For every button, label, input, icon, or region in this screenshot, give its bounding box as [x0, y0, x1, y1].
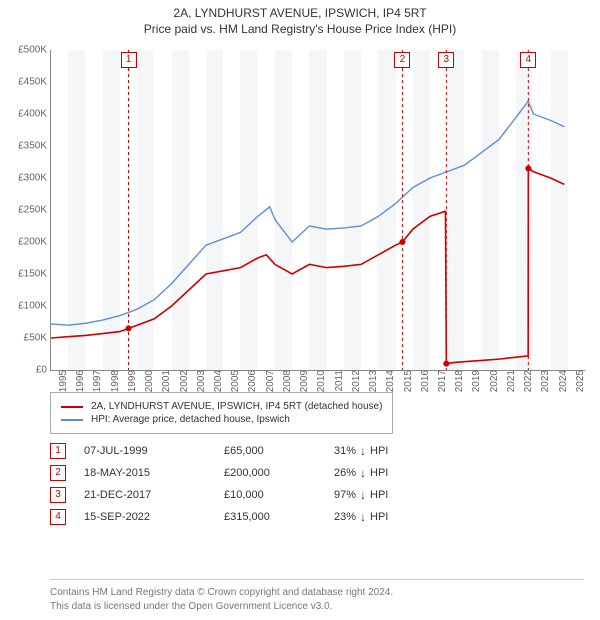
y-axis-label: £250K — [18, 205, 51, 216]
table-row: 4 15-SEP-2022 £315,000 23% ↓ HPI — [50, 506, 444, 528]
footer-line: This data is licensed under the Open Gov… — [50, 600, 584, 614]
x-axis-label: 2015 — [399, 370, 414, 392]
sales-table: 1 07-JUL-1999 £65,000 31% ↓ HPI 2 18-MAY… — [50, 440, 444, 528]
chart-footer: Contains HM Land Registry data © Crown c… — [50, 579, 584, 614]
sale-diff-suffix: HPI — [370, 511, 388, 523]
x-axis-label: 2014 — [381, 370, 396, 392]
sale-diff-pct: 23% — [334, 511, 356, 523]
x-axis-label: 1997 — [88, 370, 103, 392]
x-axis-label: 1996 — [71, 370, 86, 392]
x-axis-label: 2006 — [243, 370, 258, 392]
table-row: 3 21-DEC-2017 £10,000 97% ↓ HPI — [50, 484, 444, 506]
sale-price: £65,000 — [224, 445, 334, 457]
sale-price: £315,000 — [224, 511, 334, 523]
x-axis-label: 2011 — [330, 370, 345, 392]
x-axis-label: 2000 — [140, 370, 155, 392]
sale-diff: 31% ↓ HPI — [334, 444, 444, 458]
x-axis-label: 2025 — [571, 370, 586, 392]
y-axis-label: £50K — [24, 333, 51, 344]
sale-date: 18-MAY-2015 — [84, 467, 224, 479]
x-axis-label: 2013 — [364, 370, 379, 392]
x-axis-label: 2010 — [312, 370, 327, 392]
y-axis-label: £350K — [18, 141, 51, 152]
x-axis-label: 2005 — [226, 370, 241, 392]
legend-swatch — [61, 406, 83, 408]
sale-diff-pct: 97% — [334, 489, 356, 501]
sale-diff-suffix: HPI — [370, 489, 388, 501]
x-axis-label: 2009 — [295, 370, 310, 392]
chart-sale-marker: 2 — [394, 52, 410, 68]
y-axis-label: £100K — [18, 301, 51, 312]
sale-marker-num: 4 — [50, 509, 66, 525]
chart-title-address: 2A, LYNDHURST AVENUE, IPSWICH, IP4 5RT — [0, 6, 600, 20]
x-axis-label: 2001 — [157, 370, 172, 392]
x-axis-label: 2022 — [519, 370, 534, 392]
chart-sale-marker: 1 — [121, 52, 137, 68]
chart-svg — [51, 50, 585, 370]
legend-label: 2A, LYNDHURST AVENUE, IPSWICH, IP4 5RT (… — [91, 401, 382, 412]
sale-marker-num: 3 — [50, 487, 66, 503]
arrow-down-icon: ↓ — [360, 510, 366, 524]
arrow-down-icon: ↓ — [360, 444, 366, 458]
x-axis-label: 2007 — [261, 370, 276, 392]
sale-date: 07-JUL-1999 — [84, 445, 224, 457]
sale-date: 21-DEC-2017 — [84, 489, 224, 501]
sale-price: £10,000 — [224, 489, 334, 501]
x-axis-label: 2021 — [502, 370, 517, 392]
chart-plot-area: £0£50K£100K£150K£200K£250K£300K£350K£400… — [50, 50, 585, 371]
sale-diff-suffix: HPI — [370, 445, 388, 457]
x-axis-label: 2018 — [450, 370, 465, 392]
chart-sale-marker: 3 — [438, 52, 454, 68]
x-axis-label: 2024 — [554, 370, 569, 392]
sale-diff-suffix: HPI — [370, 467, 388, 479]
sale-diff: 26% ↓ HPI — [334, 466, 444, 480]
chart-legend: 2A, LYNDHURST AVENUE, IPSWICH, IP4 5RT (… — [50, 392, 393, 434]
legend-swatch — [61, 419, 83, 421]
arrow-down-icon: ↓ — [360, 466, 366, 480]
sale-diff-pct: 31% — [334, 445, 356, 457]
table-row: 1 07-JUL-1999 £65,000 31% ↓ HPI — [50, 440, 444, 462]
x-axis-label: 2023 — [536, 370, 551, 392]
x-axis-label: 1995 — [54, 370, 69, 392]
y-axis-label: £200K — [18, 237, 51, 248]
chart-title-sub: Price paid vs. HM Land Registry's House … — [0, 22, 600, 36]
x-axis-label: 2008 — [278, 370, 293, 392]
x-axis-label: 2019 — [467, 370, 482, 392]
footer-line: Contains HM Land Registry data © Crown c… — [50, 586, 584, 600]
sale-marker-num: 2 — [50, 465, 66, 481]
x-axis-label: 2017 — [433, 370, 448, 392]
x-axis-label: 2020 — [485, 370, 500, 392]
x-axis-label: 2016 — [416, 370, 431, 392]
y-axis-label: £150K — [18, 269, 51, 280]
sale-diff: 97% ↓ HPI — [334, 488, 444, 502]
y-axis-label: £500K — [18, 45, 51, 56]
arrow-down-icon: ↓ — [360, 488, 366, 502]
chart-sale-marker: 4 — [520, 52, 536, 68]
sale-marker-num: 1 — [50, 443, 66, 459]
table-row: 2 18-MAY-2015 £200,000 26% ↓ HPI — [50, 462, 444, 484]
sale-price: £200,000 — [224, 467, 334, 479]
y-axis-label: £400K — [18, 109, 51, 120]
sale-diff: 23% ↓ HPI — [334, 510, 444, 524]
sale-diff-pct: 26% — [334, 467, 356, 479]
x-axis-label: 2004 — [209, 370, 224, 392]
x-axis-label: 1998 — [106, 370, 121, 392]
legend-item: HPI: Average price, detached house, Ipsw… — [61, 414, 382, 425]
x-axis-label: 2002 — [175, 370, 190, 392]
x-axis-label: 1999 — [123, 370, 138, 392]
y-axis-label: £300K — [18, 173, 51, 184]
y-axis-label: £450K — [18, 77, 51, 88]
y-axis-label: £0 — [36, 365, 51, 376]
legend-item: 2A, LYNDHURST AVENUE, IPSWICH, IP4 5RT (… — [61, 401, 382, 412]
legend-label: HPI: Average price, detached house, Ipsw… — [91, 414, 290, 425]
x-axis-label: 2012 — [347, 370, 362, 392]
sale-date: 15-SEP-2022 — [84, 511, 224, 523]
x-axis-label: 2003 — [192, 370, 207, 392]
